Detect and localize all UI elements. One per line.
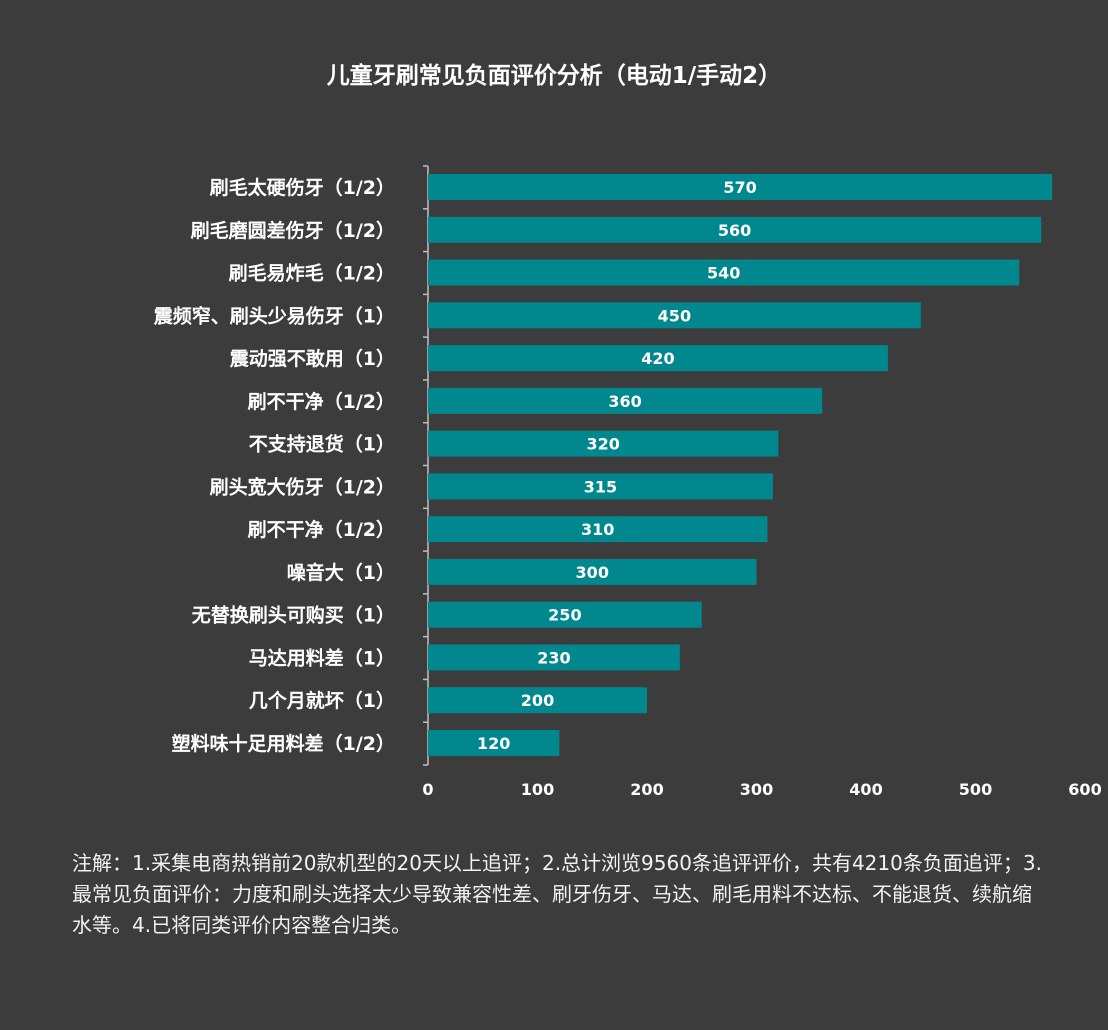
bar [428, 644, 680, 671]
bar [428, 687, 647, 714]
bar [428, 558, 757, 585]
bar [428, 174, 1053, 200]
bar [428, 302, 921, 329]
x-tick-label: 0 [422, 780, 433, 799]
bar [428, 601, 702, 628]
data-label: 300 [576, 563, 609, 582]
data-label: 315 [584, 477, 617, 496]
chart-note: 注解：1.采集电商热销前20款机型的20天以上追评；2.总计浏览9560条追评评… [72, 851, 1042, 937]
data-label: 250 [548, 606, 581, 625]
category-label: 震频窄、刷头少易伤牙（1） [154, 304, 395, 327]
data-label: 570 [723, 178, 756, 197]
category-label: 刷毛磨圆差伤牙（1/2） [191, 219, 395, 242]
data-label: 540 [707, 264, 740, 283]
category-label: 刷头宽大伤牙（1/2） [210, 475, 395, 498]
category-label: 不支持退货（1） [249, 433, 395, 456]
category-label: 刷毛太硬伤牙（1/2） [210, 176, 395, 199]
data-label: 360 [608, 392, 641, 411]
bar [428, 216, 1042, 243]
x-tick-label: 100 [521, 780, 554, 799]
data-label: 450 [658, 306, 691, 325]
x-tick-label: 400 [849, 780, 882, 799]
bar [428, 387, 823, 414]
x-tick-label: 200 [630, 780, 663, 799]
bar-chart: 刷毛太硬伤牙（1/2） 570 刷毛磨圆差伤牙（1/2） 560 刷毛易炸毛（1/2） 5… [154, 165, 1102, 799]
data-label: 420 [641, 349, 674, 368]
category-label: 塑料味十足用料差（1/2） [172, 732, 395, 755]
bar [428, 259, 1020, 286]
bar [428, 473, 773, 500]
category-label: 几个月就坏（1） [249, 689, 395, 712]
bar [428, 516, 768, 543]
data-label: 200 [521, 691, 554, 710]
chart-title: 儿童牙刷常见负面评价分析（电动1/手动2） [326, 63, 782, 89]
category-label: 刷不干净（1/2） [248, 518, 395, 541]
category-label: 震动强不敢用（1） [230, 347, 395, 370]
category-label: 无替换刷头可购买（1） [192, 604, 395, 627]
category-label: 噪音大（1） [287, 561, 395, 584]
x-tick-label: 600 [1068, 780, 1101, 799]
category-label: 刷不干净（1/2） [248, 390, 395, 413]
data-label: 320 [586, 435, 619, 454]
x-tick-label: 300 [740, 780, 773, 799]
bar [428, 730, 560, 757]
data-label: 120 [477, 734, 510, 753]
category-label: 马达用料差（1） [249, 646, 395, 669]
data-label: 310 [581, 520, 614, 539]
data-label: 230 [537, 648, 570, 667]
data-label: 560 [718, 221, 751, 240]
bar [428, 430, 779, 457]
bar [428, 345, 888, 372]
x-tick-label: 500 [959, 780, 992, 799]
category-label: 刷毛易炸毛（1/2） [229, 262, 395, 285]
